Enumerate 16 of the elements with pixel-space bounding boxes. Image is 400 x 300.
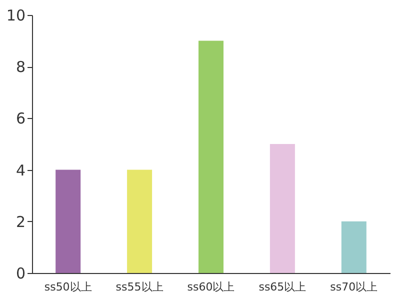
x-tick-label: ss50以上 (44, 280, 92, 294)
bar (198, 40, 224, 273)
x-tick-label: ss55以上 (116, 280, 164, 294)
bar (56, 170, 81, 273)
y-tick-label: 10 (6, 6, 26, 24)
y-tick-label: 6 (16, 110, 26, 128)
bar (127, 170, 152, 273)
y-tick-label: 4 (16, 161, 26, 180)
x-tick-label: ss65以上 (258, 280, 306, 294)
bar (341, 221, 366, 273)
bar (270, 144, 295, 273)
y-tick-label: 2 (16, 212, 26, 231)
x-tick-label: ss60以上 (187, 280, 235, 294)
y-tick-label: 8 (16, 58, 26, 76)
x-tick-label: ss70以上 (330, 280, 378, 294)
y-tick-label: 0 (16, 264, 26, 282)
